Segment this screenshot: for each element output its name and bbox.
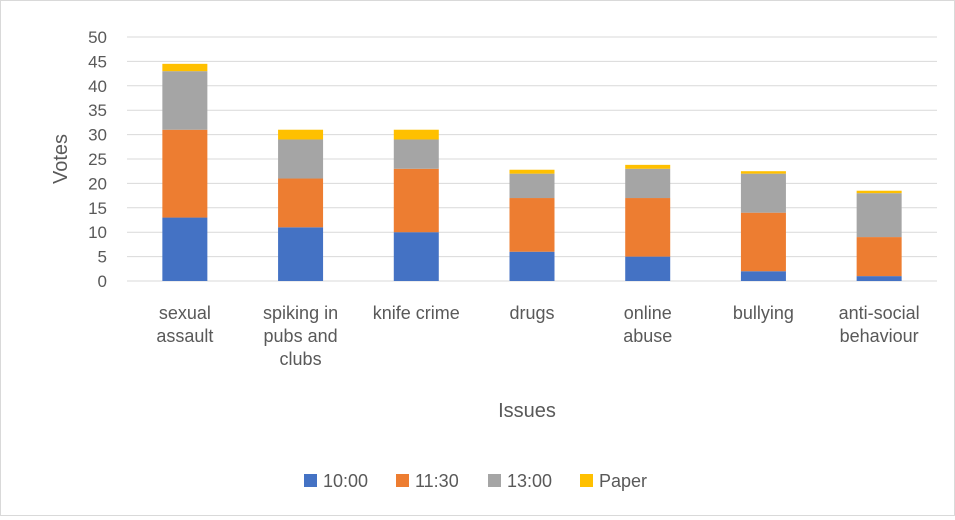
legend-label: 10:00 <box>323 471 368 491</box>
category-label: anti-social behaviour <box>839 303 920 346</box>
legend: 10:00 11:30 13:00 Paper <box>304 471 647 491</box>
bar-segment <box>162 63 208 72</box>
bar-segment <box>162 129 208 218</box>
y-tick-label: 0 <box>98 272 107 291</box>
bar-segment <box>509 251 555 281</box>
y-tick-label: 20 <box>88 174 107 193</box>
bar-segment <box>856 276 902 281</box>
y-tick-label: 10 <box>88 223 107 242</box>
legend-swatch <box>304 474 317 487</box>
y-tick-label: 30 <box>88 126 107 145</box>
bar-segment <box>393 139 439 169</box>
bar-segment <box>278 178 324 228</box>
bar-segment <box>509 173 555 199</box>
bar-segment <box>856 237 902 277</box>
bar-segment <box>393 232 439 281</box>
y-tick-labels: 0 5 10 15 20 25 30 35 40 45 50 <box>88 28 107 291</box>
y-tick-label: 25 <box>88 150 107 169</box>
category-label: knife crime <box>373 303 460 323</box>
legend-label: Paper <box>599 471 647 491</box>
legend-swatch <box>488 474 501 487</box>
legend-swatch <box>580 474 593 487</box>
bar-segment <box>162 71 208 130</box>
bars <box>162 63 902 281</box>
category-label: spiking in pubs and clubs <box>263 303 338 369</box>
legend-swatch <box>396 474 409 487</box>
y-tick-label: 35 <box>88 101 107 120</box>
category-label: online abuse <box>623 303 672 346</box>
y-axis-title: Votes <box>50 134 72 184</box>
bar-segment <box>856 190 902 194</box>
bar-segment <box>740 271 786 281</box>
x-axis-title: Issues <box>498 400 556 422</box>
category-label: drugs <box>509 303 554 323</box>
bar-segment <box>625 198 671 257</box>
bar-segment <box>625 168 671 199</box>
category-label: bullying <box>733 303 794 323</box>
y-tick-label: 5 <box>98 248 107 267</box>
bar-segment <box>393 168 439 233</box>
bar-segment <box>740 173 786 213</box>
bar-segment <box>740 171 786 174</box>
category-labels: sexual assault spiking in pubs and clubs knif… <box>156 303 919 369</box>
bar-segment <box>509 198 555 252</box>
bar-segment <box>393 129 439 140</box>
y-tick-label: 50 <box>88 28 107 47</box>
y-tick-label: 45 <box>88 52 107 71</box>
legend-label: 11:30 <box>415 471 459 491</box>
legend-label: 13:00 <box>507 471 552 491</box>
y-tick-label: 15 <box>88 199 107 218</box>
bar-segment <box>278 227 324 281</box>
bar-segment <box>278 129 324 140</box>
bar-segment <box>625 256 671 281</box>
bar-segment <box>740 212 786 272</box>
y-tick-label: 40 <box>88 77 107 96</box>
category-label: sexual assault <box>156 303 213 346</box>
bar-segment <box>278 139 324 179</box>
bar-segment <box>162 217 208 281</box>
bar-segment <box>856 193 902 238</box>
bar-segment <box>625 164 671 169</box>
bar-segment <box>509 169 555 174</box>
